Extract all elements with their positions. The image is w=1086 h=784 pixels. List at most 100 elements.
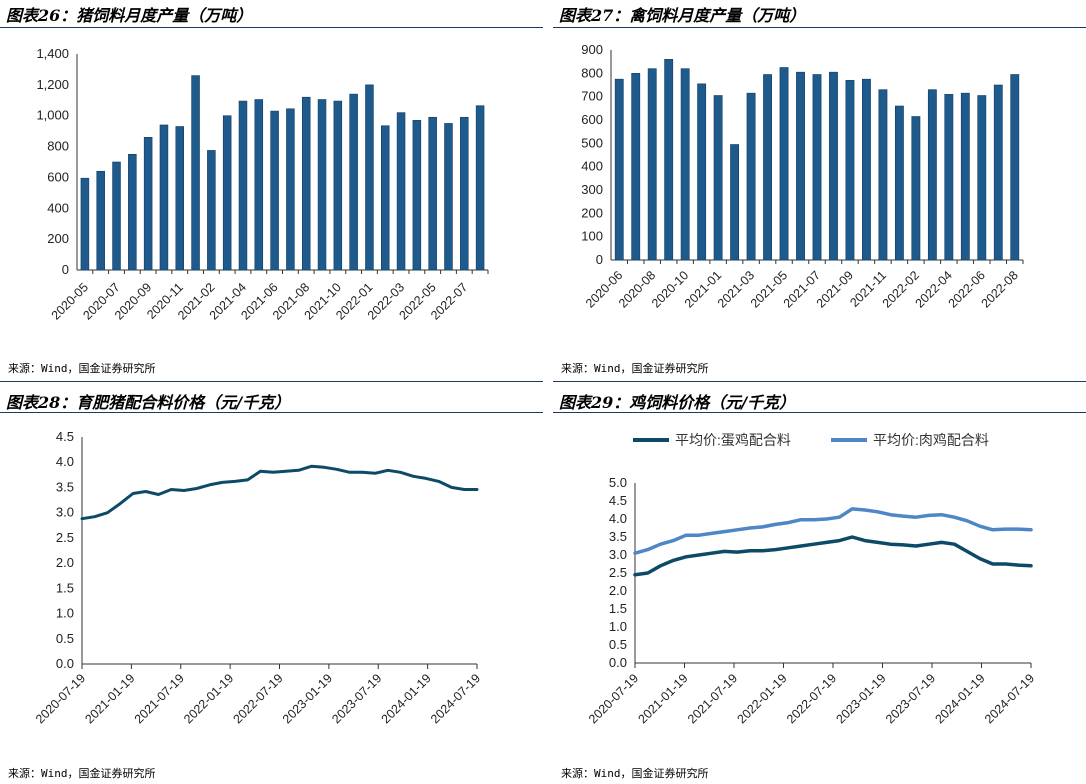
x-tick-label: 2021-01-19 <box>82 671 137 726</box>
bar <box>632 73 640 260</box>
bar <box>763 75 771 261</box>
source-note: 来源：Wind，国金证券研究所 <box>8 765 156 781</box>
y-tick-label: 1.5 <box>609 601 627 616</box>
y-tick-label: 0 <box>596 252 603 267</box>
bar <box>796 72 804 260</box>
bar <box>681 69 689 260</box>
x-tick-label: 2022-01-19 <box>735 671 790 726</box>
bar <box>113 162 121 270</box>
bar <box>176 127 184 270</box>
y-tick-label: 2.0 <box>609 583 627 598</box>
bar-chart-poultry-feed: 01002003004005006007008009002020-062020-… <box>553 30 1086 360</box>
y-tick-label: 3.5 <box>609 529 627 544</box>
bar <box>128 154 136 270</box>
y-tick-label: 500 <box>581 135 603 150</box>
y-tick-label: 0.0 <box>609 655 627 670</box>
y-tick-label: 200 <box>581 205 603 220</box>
title-rule <box>553 412 1086 413</box>
bar <box>714 96 722 261</box>
bar <box>381 126 389 270</box>
bar <box>648 69 656 260</box>
panel-pig-feed-price: 图表28：育肥猪配合料价格（元/千克） 0.0 0.5 1.0 1.5 2.0 2.5 3.… <box>0 387 543 784</box>
title-rule <box>0 27 543 28</box>
series-line <box>635 537 1031 575</box>
y-tick-label: 2.0 <box>56 555 74 570</box>
bar <box>1011 75 1019 261</box>
bar <box>928 90 936 260</box>
y-tick-label: 4.5 <box>609 493 627 508</box>
x-tick-label: 2021-01-19 <box>636 671 691 726</box>
bottom-rule <box>553 381 1086 382</box>
panel-feed-pig-output: 图表26：猪饲料月度产量（万吨） 0 200 400 600 800 1,000 1,200… <box>0 0 543 392</box>
line-chart-pig-feed-price: 0.0 0.5 1.0 1.5 2.0 2.5 3.0 3.5 4.0 4.5 2020-07-19… <box>0 415 543 765</box>
y-tick-label: 900 <box>581 42 603 57</box>
y-tick-label: 0.5 <box>56 631 74 646</box>
bar <box>365 85 373 270</box>
chart-title: 图表28：育肥猪配合料价格（元/千克） <box>6 389 290 413</box>
bar <box>255 100 263 270</box>
bar <box>813 75 821 261</box>
panel-feed-poultry-output: 图表27：禽饲料月度产量（万吨） 0 100 200 300 400 500 600 700 8… <box>553 0 1086 392</box>
y-tick-label: 600 <box>581 112 603 127</box>
x-tick-label: 2022-07-19 <box>784 671 839 726</box>
bar <box>413 120 421 270</box>
y-tick-label: 0 <box>62 262 69 277</box>
x-tick-label: 2022-07-19 <box>231 671 286 726</box>
bar <box>207 150 215 270</box>
legend-label: 平均价:肉鸡配合料 <box>873 432 989 448</box>
bar <box>81 178 89 270</box>
bar <box>397 113 405 270</box>
x-tick-label: 2024-07-19 <box>428 671 483 726</box>
bar <box>780 68 788 261</box>
bar <box>460 117 468 270</box>
bar <box>271 111 279 270</box>
series-line <box>82 466 477 518</box>
bar <box>846 80 854 260</box>
line-chart-chicken-feed-price: 0.0 0.5 1.0 1.5 2.0 2.5 3.0 3.5 4.0 4.5 5.0 2020-07… <box>553 415 1086 765</box>
bar <box>879 90 887 260</box>
x-tick-label: 2021-09 <box>814 268 856 310</box>
y-tick-label: 0.5 <box>609 637 627 652</box>
y-tick-label: 4.0 <box>56 454 74 469</box>
y-tick-label: 100 <box>581 229 603 244</box>
x-tick-label: 2020-07-19 <box>586 671 641 726</box>
y-tick-label: 1.0 <box>609 619 627 634</box>
y-tick-label: 400 <box>47 200 69 215</box>
bar-chart-pig-feed: 02004006008001,0001,2001,4002020-052020-… <box>0 30 543 360</box>
bar <box>476 106 484 270</box>
x-tick-label: 2023-01-19 <box>834 671 889 726</box>
x-tick-label: 2020-07-19 <box>33 671 88 726</box>
series-line <box>635 509 1031 553</box>
bar <box>961 93 969 260</box>
x-tick-label: 2022-08 <box>979 268 1021 310</box>
bottom-rule <box>0 381 543 382</box>
y-tick-label: 2.5 <box>56 530 74 545</box>
title-rule <box>553 27 1086 28</box>
bar <box>665 59 673 260</box>
chart-title: 图表26：猪饲料月度产量（万吨） <box>6 2 252 26</box>
y-tick-label: 1,400 <box>36 46 69 61</box>
bar <box>912 117 920 261</box>
y-tick-label: 600 <box>47 169 69 184</box>
bar <box>895 106 903 260</box>
x-tick-label: 2024-07-19 <box>982 671 1037 726</box>
y-tick-label: 3.5 <box>56 479 74 494</box>
source-note: 来源：Wind，国金证券研究所 <box>561 765 709 781</box>
bar <box>160 125 168 270</box>
bar <box>302 97 310 270</box>
bar <box>350 94 358 270</box>
bar <box>945 94 953 260</box>
bar <box>615 79 623 260</box>
x-tick-label: 2022-01-19 <box>181 671 236 726</box>
source-note: 来源：Wind，国金证券研究所 <box>561 360 709 376</box>
x-tick-label: 2023-07-19 <box>883 671 938 726</box>
y-tick-label: 200 <box>47 231 69 246</box>
y-tick-label: 400 <box>581 159 603 174</box>
bar <box>978 96 986 261</box>
x-tick-label: 2021-07-19 <box>132 671 187 726</box>
bar <box>223 116 231 270</box>
x-tick-label: 2023-07-19 <box>329 671 384 726</box>
x-tick-label: 2024-01-19 <box>379 671 434 726</box>
bar <box>862 79 870 260</box>
y-tick-label: 1,200 <box>36 77 69 92</box>
